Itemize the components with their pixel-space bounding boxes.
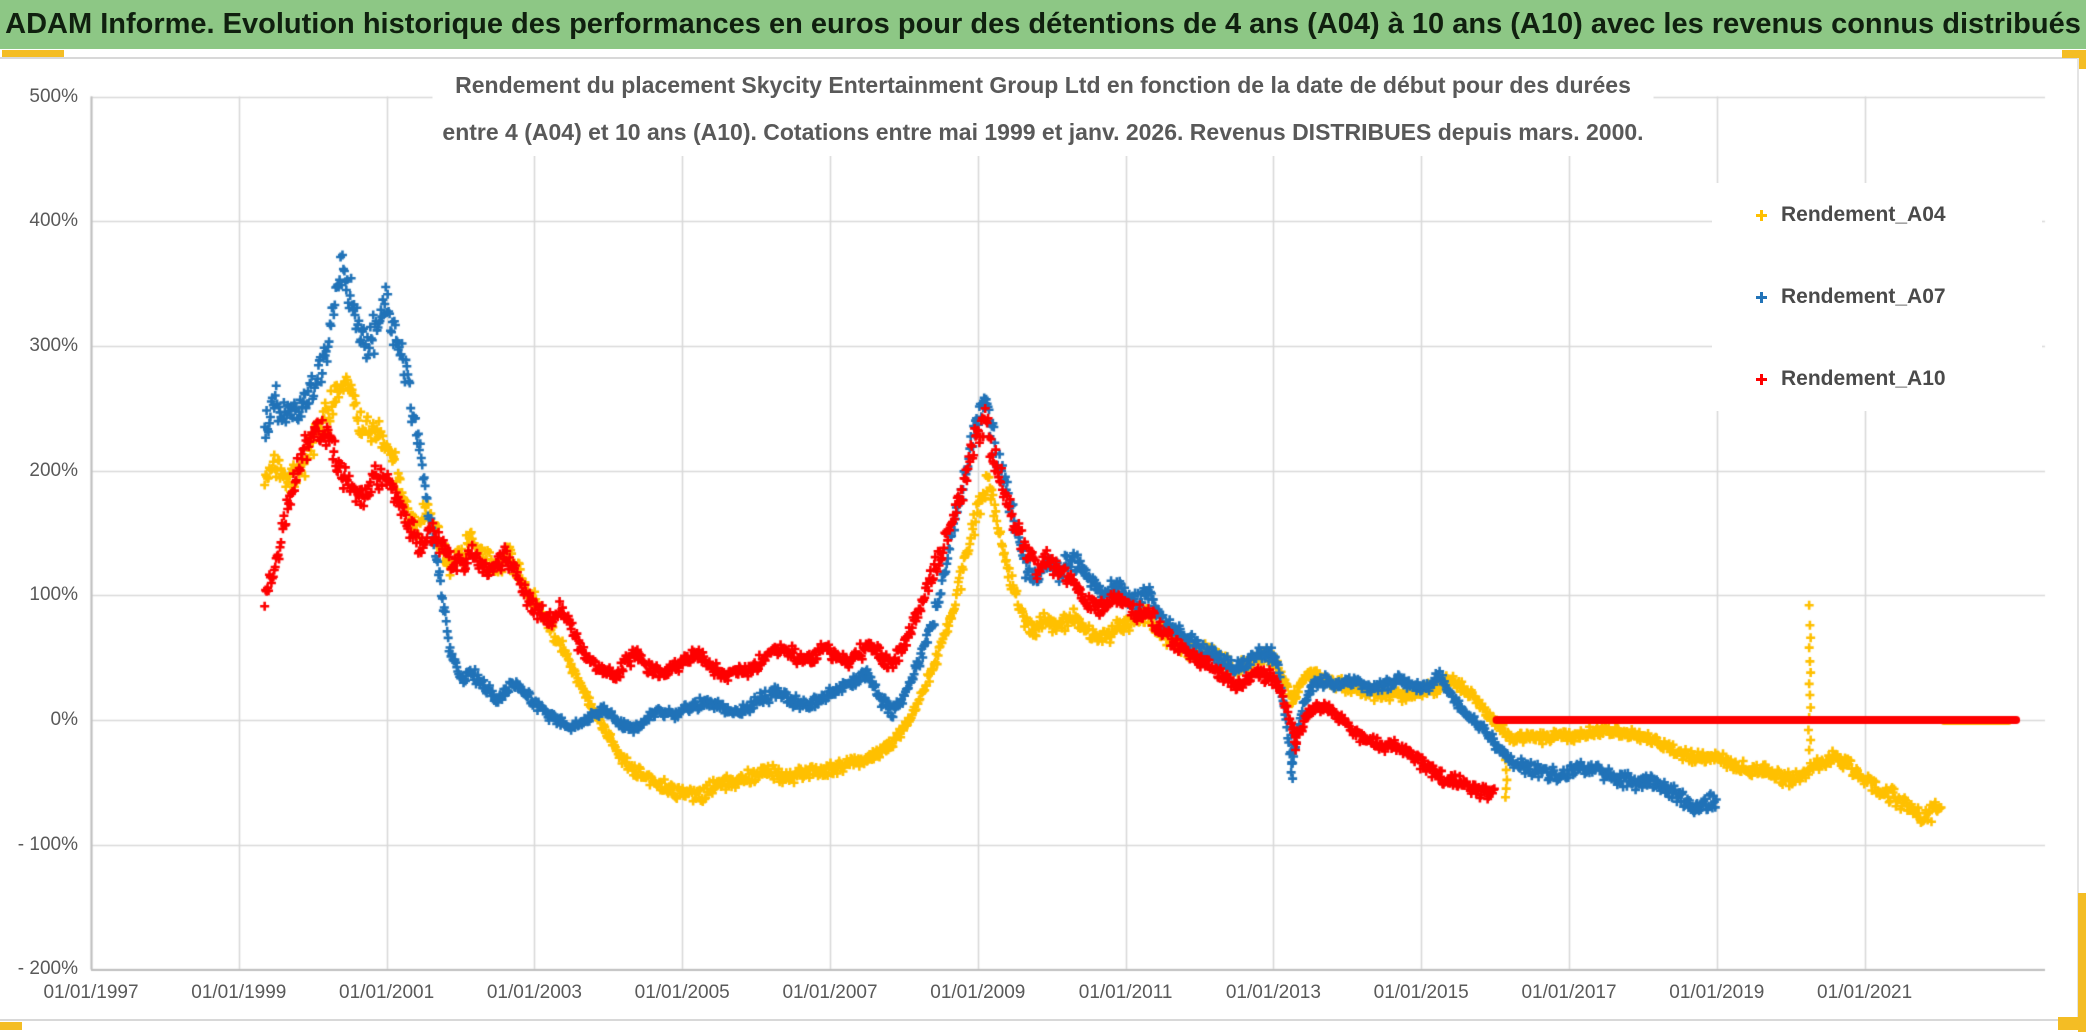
accent-bar-bottom-right: [2058, 1017, 2086, 1030]
y-tick-label: 100%: [29, 584, 78, 606]
top-divider-line: [0, 57, 2086, 59]
chart-title-line-1: Rendement du placement Skycity Entertain…: [455, 72, 1631, 98]
x-tick-label: 01/01/2005: [634, 982, 730, 1003]
y-tick-label: 400%: [29, 210, 78, 232]
y-tick-label: - 200%: [17, 958, 78, 980]
y-tick-label: 200%: [29, 459, 78, 481]
x-tick-label: 01/01/2011: [1078, 982, 1173, 1003]
x-tick-label: 01/01/2017: [1521, 982, 1617, 1003]
legend-item-rendement_a04: Rendement_A04: [1712, 195, 2042, 235]
accent-bar-top-right: [2062, 50, 2086, 58]
bottom-divider-line: [0, 1019, 2086, 1021]
legend-item-rendement_a10: Rendement_A10: [1712, 359, 2042, 399]
right-border-line: [2077, 58, 2079, 1018]
accent-bar-top-left: [2, 50, 64, 57]
x-tick-label: 01/01/1999: [191, 982, 287, 1003]
chart-legend: Rendement_A04 Rendement_A07 Rendement_A10: [1712, 183, 2042, 411]
header-banner: ADAM Informe. Evolution historique des p…: [0, 0, 2086, 49]
x-tick-label: 01/01/1997: [43, 982, 139, 1003]
x-tick-label: 01/01/2009: [930, 982, 1026, 1003]
plus-marker-icon: [1754, 372, 1769, 387]
y-tick-label: - 100%: [17, 833, 78, 855]
header-title: ADAM Informe. Evolution historique des p…: [5, 8, 2081, 40]
x-tick-label: 01/01/2015: [1373, 982, 1469, 1003]
x-tick-label: 01/01/2007: [782, 982, 878, 1003]
y-tick-label: 500%: [29, 85, 78, 107]
x-tick-label: 01/01/2003: [486, 982, 582, 1003]
chart-title-line-2: entre 4 (A04) et 10 ans (A10). Cotations…: [442, 119, 1644, 145]
plus-marker-icon: [1754, 208, 1769, 223]
legend-item-label: Rendement_A10: [1781, 367, 1946, 390]
legend-item-rendement_a07: Rendement_A07: [1712, 277, 2042, 317]
x-tick-label: 01/01/2021: [1817, 982, 1913, 1003]
y-tick-label: 0%: [50, 709, 78, 730]
accent-bar-top-right-vertical: [2079, 50, 2086, 69]
accent-bar-bottom-right-vertical: [2078, 893, 2086, 1032]
legend-item-label: Rendement_A07: [1781, 285, 1946, 308]
accent-bar-bottom-left: [0, 1022, 22, 1030]
plus-marker-icon: [1754, 290, 1769, 305]
x-tick-label: 01/01/2001: [339, 982, 435, 1003]
y-tick-label: 300%: [29, 334, 78, 356]
x-tick-label: 01/01/2013: [1225, 982, 1321, 1003]
chart-title: Rendement du placement Skycity Entertain…: [432, 62, 1654, 156]
x-tick-label: 01/01/2019: [1669, 982, 1765, 1003]
legend-item-label: Rendement_A04: [1781, 203, 1946, 226]
